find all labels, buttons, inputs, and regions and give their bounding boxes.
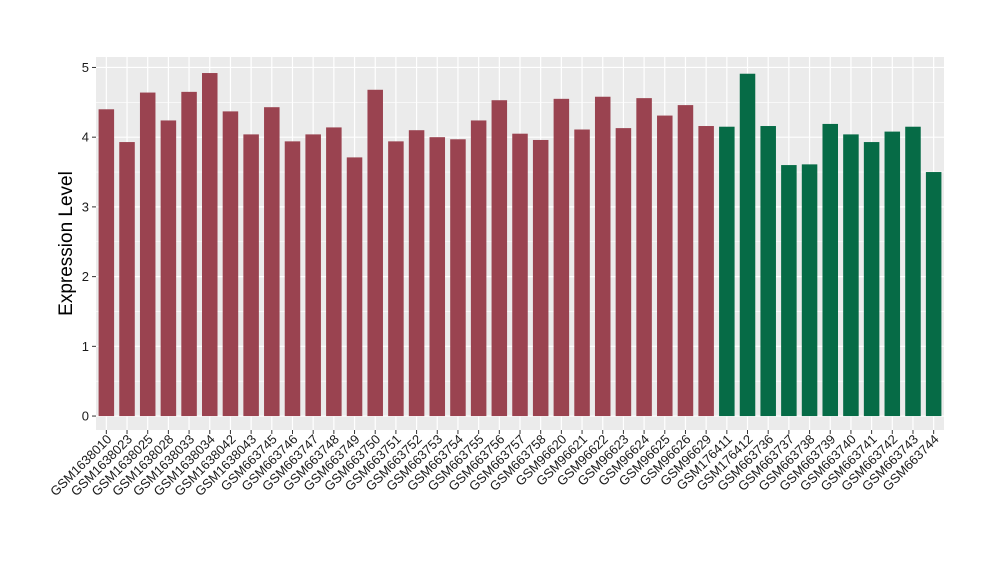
y-tick-label: 1: [82, 339, 89, 354]
bar-GSM176411: [719, 126, 735, 417]
bar-GSM96623: [615, 128, 632, 417]
bar-GSM663736: [760, 126, 776, 417]
bar-GSM663754: [450, 139, 466, 417]
bar-GSM663746: [284, 141, 301, 417]
bar-GSM1638042: [222, 111, 239, 417]
bar-GSM663741: [863, 142, 880, 417]
bar-GSM176412: [739, 73, 756, 417]
bar-GSM663755: [470, 120, 487, 417]
bars: [98, 73, 942, 417]
y-tick-label: 3: [82, 199, 89, 214]
bar-GSM663738: [801, 164, 818, 417]
bar-GSM663739: [822, 123, 838, 417]
bar-GSM96621: [574, 129, 590, 417]
bar-GSM663747: [305, 134, 321, 417]
bar-GSM1638023: [119, 142, 135, 417]
bar-GSM663743: [905, 126, 921, 417]
y-axis-title: Expression Level: [56, 171, 77, 316]
bar-GSM96620: [553, 98, 570, 417]
y-tick-label: 2: [82, 269, 89, 284]
bar-GSM663737: [781, 165, 797, 417]
bar-GSM663742: [884, 131, 901, 417]
bar-GSM96626: [677, 105, 694, 417]
y-axis: 0 1 2 3 4 5: [82, 60, 96, 424]
bar-GSM96629: [698, 126, 714, 417]
bar-GSM663757: [512, 133, 528, 417]
bar-GSM1638025: [139, 92, 156, 417]
bar-GSM1638010: [98, 109, 115, 417]
bar-GSM663751: [388, 141, 404, 417]
bar-GSM663752: [408, 130, 425, 417]
y-tick-label: 5: [82, 60, 89, 75]
bar-GSM663749: [346, 157, 363, 417]
bar-GSM663740: [843, 134, 859, 417]
bar-GSM663756: [491, 100, 508, 417]
bar-GSM1638043: [243, 134, 259, 417]
bar-GSM96624: [636, 98, 652, 417]
bar-GSM663748: [326, 127, 342, 417]
bar-GSM96622: [594, 96, 611, 417]
y-tick-label: 0: [82, 409, 89, 424]
y-tick-label: 4: [82, 130, 89, 145]
bar-GSM1638034: [202, 73, 218, 417]
bar-GSM1638028: [160, 120, 177, 417]
bar-GSM663758: [532, 139, 549, 417]
bar-GSM663750: [367, 89, 383, 417]
bar-GSM1638033: [181, 91, 197, 417]
bar-GSM663744: [925, 172, 942, 417]
bar-GSM663745: [264, 107, 280, 417]
bar-GSM96625: [657, 115, 673, 417]
bar-GSM663753: [429, 137, 446, 417]
x-axis: GSM1638010GSM1638023GSM1638025GSM1638028…: [47, 430, 942, 499]
